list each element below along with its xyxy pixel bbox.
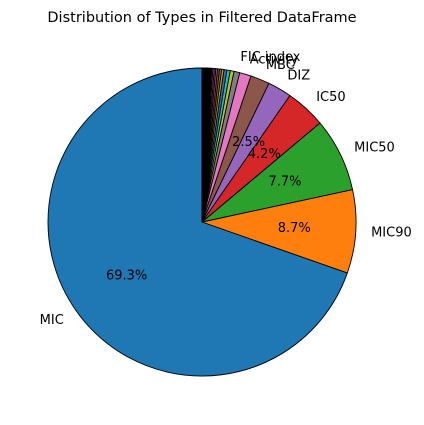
pie-slice-0 [47, 67, 348, 377]
slice-percent-3: 4.2% [248, 147, 281, 162]
slice-label-2: MIC50 [354, 141, 395, 156]
slice-percent-1: 8.7% [278, 221, 311, 236]
chart-title: Distribution of Types in Filtered DataFr… [47, 10, 356, 26]
slice-percent-0: 69.3% [106, 268, 147, 283]
slice-label-0: MIC [40, 313, 64, 328]
slice-label-6: Activity [250, 52, 299, 67]
slice-label-1: MIC90 [371, 226, 412, 241]
pie-slices [47, 67, 357, 377]
slice-label-4: DIZ [287, 69, 310, 84]
pie-slice-1 [201, 189, 357, 274]
slice-label-5: MBC [266, 58, 295, 73]
slice-percent-2: 7.7% [268, 174, 301, 189]
slice-label-7: FIC index [240, 50, 300, 65]
slice-percent-4: 2.5% [232, 135, 265, 150]
slice-label-3: IC50 [316, 90, 345, 105]
slice-percent-labels: 69.3% 8.7% 7.7% 4.2%2.5% [106, 135, 311, 283]
